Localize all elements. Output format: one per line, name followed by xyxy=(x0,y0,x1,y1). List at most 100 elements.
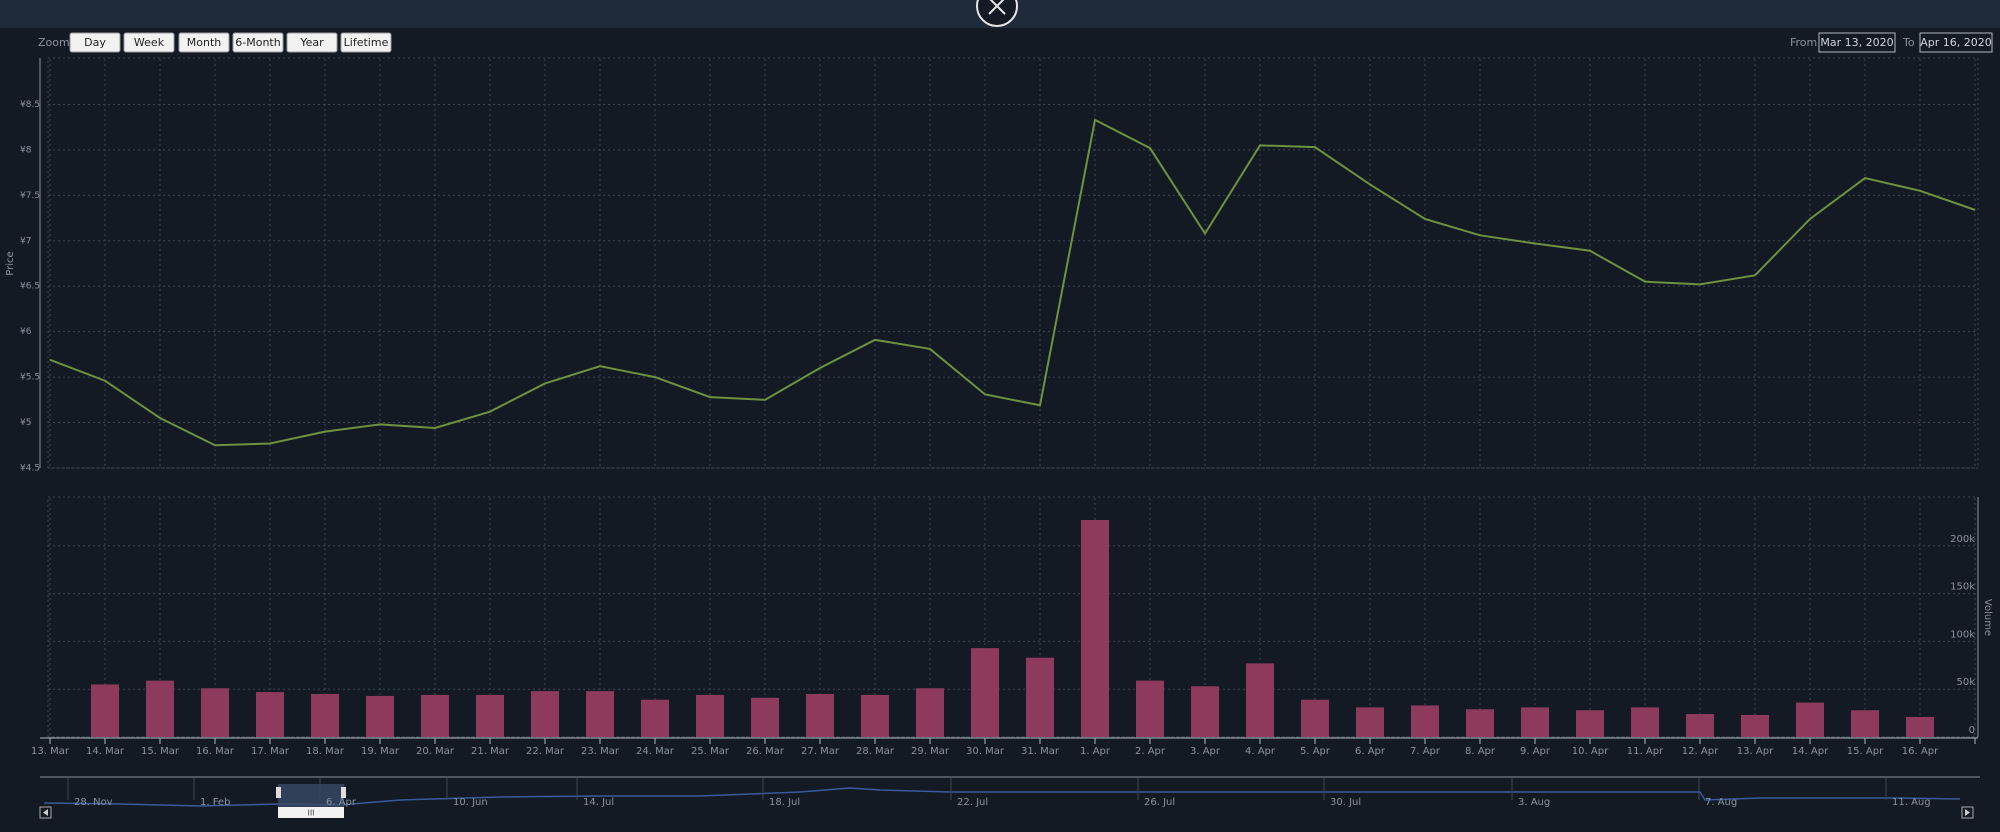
button-frame xyxy=(178,32,230,53)
y-axis-title: Price xyxy=(5,251,16,275)
zoom-button[interactable]: Month xyxy=(178,32,230,53)
volume-bar xyxy=(1246,663,1274,737)
button-frame xyxy=(69,32,121,53)
plot-frame xyxy=(47,57,1979,469)
button-frame xyxy=(123,32,175,53)
volume-bar xyxy=(861,694,889,737)
button-label: Year xyxy=(299,36,324,49)
scrollbar-thumb[interactable] xyxy=(278,807,344,818)
volume-bar xyxy=(641,699,669,737)
volume-bar xyxy=(696,694,724,737)
close-button[interactable] xyxy=(976,0,1018,27)
zoom-button[interactable]: Lifetime xyxy=(340,32,392,53)
x-tick-label: 16. Apr xyxy=(1902,746,1939,757)
volume-bar xyxy=(1576,710,1604,737)
zoom-button[interactable]: Day xyxy=(69,32,121,53)
button-label: Lifetime xyxy=(344,36,389,49)
button-frame xyxy=(232,32,284,53)
volume-bar xyxy=(311,693,339,737)
scroll-right[interactable] xyxy=(1961,806,1974,819)
navigator-handle-left[interactable] xyxy=(276,787,281,798)
x-tick-label: 11. Apr xyxy=(1627,746,1664,757)
scroll-left[interactable] xyxy=(39,806,52,819)
volume-bar xyxy=(421,694,449,737)
navigator-label: 18. Jul xyxy=(769,797,800,808)
volume-bar xyxy=(751,697,779,737)
x-tick-label: 3. Apr xyxy=(1190,746,1221,757)
x-tick-label: 9. Apr xyxy=(1520,746,1551,757)
navigator-label: 26. Jul xyxy=(1144,797,1175,808)
navigator xyxy=(40,776,1980,812)
navigator-label: 7. Aug xyxy=(1705,797,1737,808)
y-tick-label: ¥5 xyxy=(20,418,31,428)
y-tick-label: ¥7.5 xyxy=(20,191,40,201)
x-tick-label: 12. Apr xyxy=(1682,746,1719,757)
volume-bar xyxy=(1356,707,1384,737)
button-frame xyxy=(340,32,392,53)
x-tick-label: 18. Mar xyxy=(306,746,345,757)
x-tick-label: 25. Mar xyxy=(691,746,730,757)
x-tick-label: 15. Apr xyxy=(1847,746,1884,757)
volume-bar xyxy=(1851,710,1879,737)
to-label: To xyxy=(1902,36,1915,49)
x-tick-label: 19. Mar xyxy=(361,746,400,757)
button-label: Month xyxy=(187,36,222,49)
from-date: Mar 13, 2020 xyxy=(1820,36,1893,49)
y-tick-label: ¥4.5 xyxy=(20,464,40,474)
navigator-label: 6. Apr xyxy=(326,797,357,808)
zoom-button[interactable]: Year xyxy=(286,32,338,53)
volume-bar xyxy=(586,691,614,737)
from-label: From xyxy=(1790,36,1817,49)
navigator-handle-right[interactable] xyxy=(341,787,346,798)
x-tick-label: 5. Apr xyxy=(1300,746,1331,757)
volume-bar xyxy=(1521,707,1549,737)
volume-bar xyxy=(1081,519,1109,737)
volume-bar xyxy=(91,684,119,737)
button-label: Week xyxy=(134,36,165,49)
volume-bar xyxy=(1741,715,1769,737)
x-tick-label: 20. Mar xyxy=(416,746,455,757)
volume-bar xyxy=(1411,705,1439,737)
x-tick-label: 24. Mar xyxy=(636,746,675,757)
y-tick-label: ¥6.5 xyxy=(20,282,40,292)
y-tick-label: ¥8 xyxy=(20,145,32,155)
x-tick-label: 6. Apr xyxy=(1355,746,1386,757)
x-tick-label: 27. Mar xyxy=(801,746,840,757)
volume-bar xyxy=(1136,680,1164,737)
y-tick-label: 100k xyxy=(1950,629,1975,640)
y-axis-title: Volume xyxy=(1982,599,1993,636)
volume-bar xyxy=(201,688,229,737)
zoom-button[interactable]: Week xyxy=(123,32,175,53)
volume-bar xyxy=(366,695,394,737)
y-tick-label: ¥5.5 xyxy=(20,373,40,383)
volume-bar xyxy=(1796,702,1824,737)
button-label: Day xyxy=(84,36,106,49)
volume-bar xyxy=(256,692,284,737)
volume-bar xyxy=(476,694,504,737)
y-tick-label: 50k xyxy=(1956,677,1975,688)
navigator-label: 11. Aug xyxy=(1892,797,1931,808)
x-tick-label: 23. Mar xyxy=(581,746,620,757)
zoom-button[interactable]: 6-Month xyxy=(232,32,284,53)
y-tick-label: 0 xyxy=(1969,725,1975,736)
x-tick-label: 14. Mar xyxy=(86,746,125,757)
navigator-label: 30. Jul xyxy=(1330,797,1361,808)
x-tick-label: 2. Apr xyxy=(1135,746,1166,757)
volume-bar xyxy=(916,688,944,737)
volume-bar xyxy=(1906,716,1934,737)
x-tick-label: 16. Mar xyxy=(196,746,235,757)
to-input[interactable]: Apr 16, 2020 xyxy=(1919,32,1993,53)
button-frame xyxy=(286,32,338,53)
to-date: Apr 16, 2020 xyxy=(1920,36,1992,49)
volume-bar xyxy=(146,680,174,737)
navigator-label: 14. Jul xyxy=(583,797,614,808)
button-label: 6-Month xyxy=(235,36,280,49)
navigator-label: 22. Jul xyxy=(957,797,988,808)
from-input[interactable]: Mar 13, 2020 xyxy=(1818,32,1896,53)
x-tick-label: 4. Apr xyxy=(1245,746,1276,757)
y-tick-label: 150k xyxy=(1950,582,1975,593)
y-tick-label: ¥6 xyxy=(20,327,32,337)
x-tick-label: 28. Mar xyxy=(856,746,895,757)
volume-bar xyxy=(1026,657,1054,737)
